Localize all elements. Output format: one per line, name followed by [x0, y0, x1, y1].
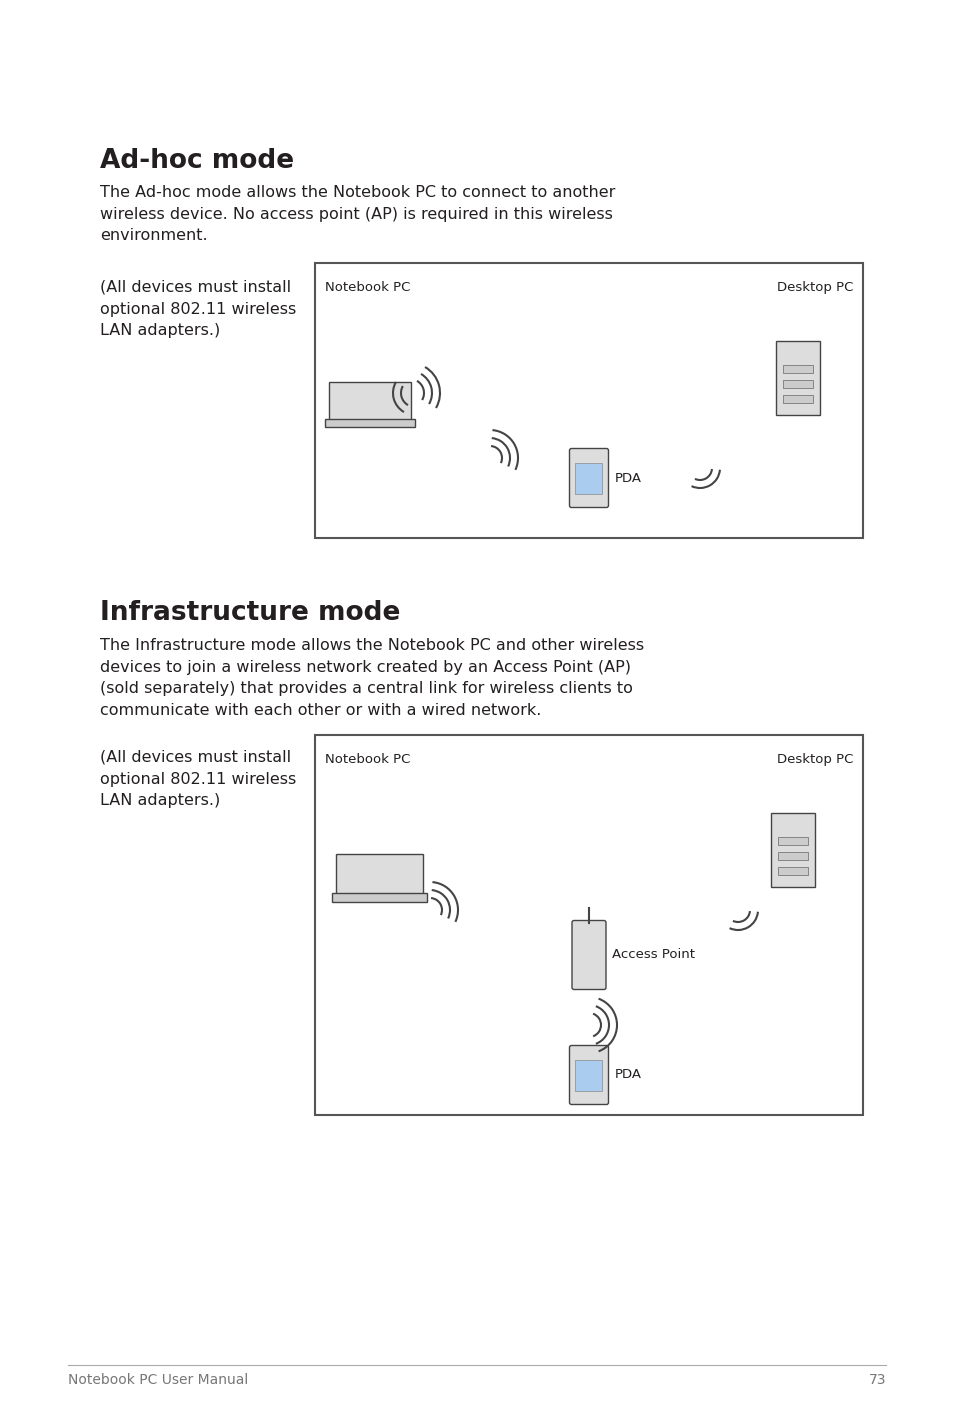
Text: Desktop PC: Desktop PC: [776, 753, 852, 766]
Bar: [782, 396, 812, 403]
Bar: [778, 866, 807, 875]
FancyBboxPatch shape: [575, 462, 602, 493]
Text: The Infrastructure mode allows the Notebook PC and other wireless
devices to joi: The Infrastructure mode allows the Noteb…: [100, 638, 643, 718]
Text: (All devices must install
optional 802.11 wireless
LAN adapters.): (All devices must install optional 802.1…: [100, 279, 296, 339]
Text: Notebook PC: Notebook PC: [325, 281, 410, 294]
Text: (All devices must install
optional 802.11 wireless
LAN adapters.): (All devices must install optional 802.1…: [100, 750, 296, 808]
FancyBboxPatch shape: [569, 1045, 608, 1105]
FancyBboxPatch shape: [314, 262, 862, 537]
FancyBboxPatch shape: [569, 448, 608, 508]
Text: PDA: PDA: [614, 472, 640, 485]
Text: The Ad-hoc mode allows the Notebook PC to connect to another
wireless device. No: The Ad-hoc mode allows the Notebook PC t…: [100, 184, 615, 244]
FancyBboxPatch shape: [333, 893, 427, 902]
Text: Infrastructure mode: Infrastructure mode: [100, 600, 400, 625]
Text: Notebook PC: Notebook PC: [325, 753, 410, 766]
Text: Notebook PC User Manual: Notebook PC User Manual: [68, 1373, 248, 1387]
Bar: [778, 852, 807, 859]
Text: PDA: PDA: [614, 1069, 640, 1082]
FancyBboxPatch shape: [775, 340, 820, 415]
Bar: [782, 380, 812, 389]
Bar: [782, 364, 812, 373]
FancyBboxPatch shape: [329, 381, 411, 420]
Text: 73: 73: [867, 1373, 885, 1387]
FancyBboxPatch shape: [336, 854, 423, 893]
FancyBboxPatch shape: [325, 418, 415, 427]
Text: Access Point: Access Point: [612, 949, 695, 961]
Text: Ad-hoc mode: Ad-hoc mode: [100, 147, 294, 174]
FancyBboxPatch shape: [572, 920, 605, 990]
FancyBboxPatch shape: [314, 735, 862, 1115]
FancyBboxPatch shape: [575, 1059, 602, 1090]
FancyBboxPatch shape: [770, 813, 814, 888]
Bar: [778, 837, 807, 845]
Text: Desktop PC: Desktop PC: [776, 281, 852, 294]
